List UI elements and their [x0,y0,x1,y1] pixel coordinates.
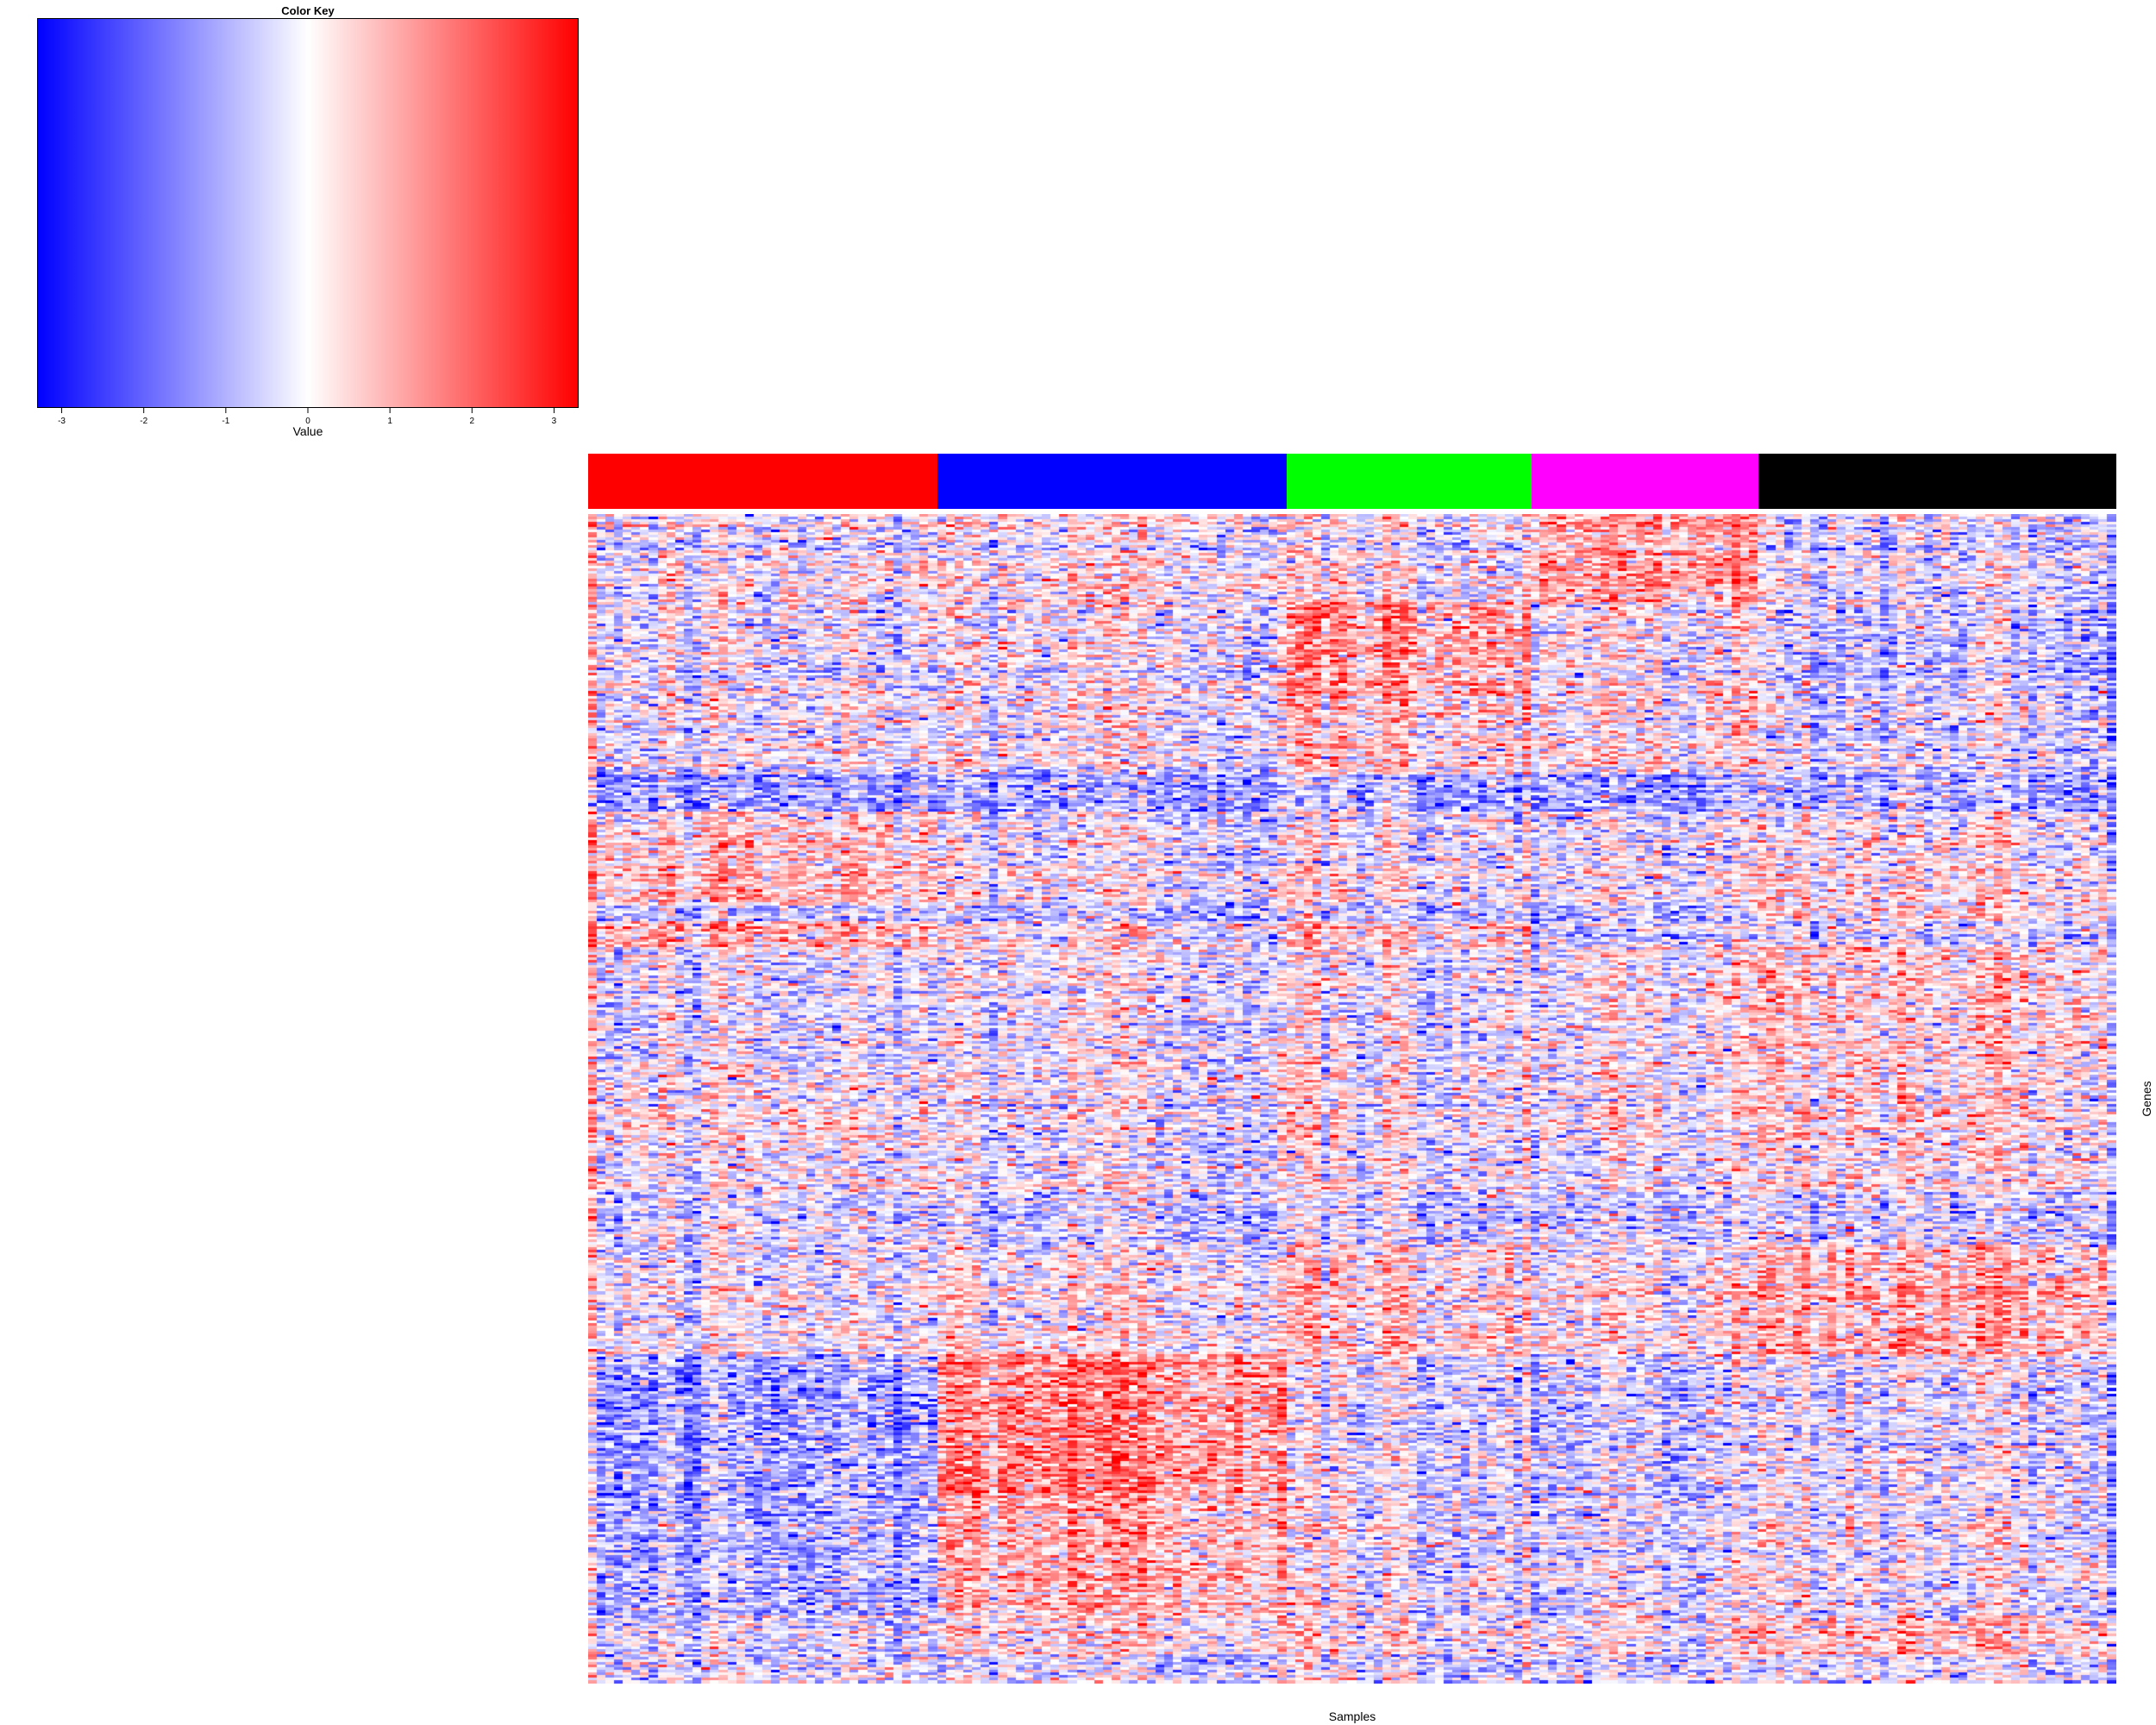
sample-group-4 [1531,454,1758,509]
x-axis-title: Samples [1328,1709,1376,1723]
color-key-tick-label: -1 [222,417,229,426]
color-key-tick-label: 3 [552,417,557,426]
sample-group-2 [937,454,1288,509]
color-key-tick-label: 0 [305,417,310,426]
y-axis-title: Genes [2140,1081,2153,1117]
color-key-gradient [37,18,579,408]
sample-group-bar [588,454,2116,509]
color-key-tick-label: 2 [470,417,475,426]
color-key-tick-label: -3 [58,417,66,426]
color-key: Color Key -3 -2 -1 0 1 2 3 Value [0,0,621,448]
color-key-tick-label: 1 [387,417,392,426]
sample-group-5 [1758,454,2116,509]
color-key-label: Value [292,424,323,438]
color-key-title: Color Key [281,4,335,17]
sample-group-1 [588,454,938,509]
sample-group-3 [1287,454,1532,509]
heatmap-cells [588,514,2116,1684]
color-key-axis: -3 -2 -1 0 1 2 3 [58,408,557,426]
color-key-tick-label: -2 [140,417,147,426]
